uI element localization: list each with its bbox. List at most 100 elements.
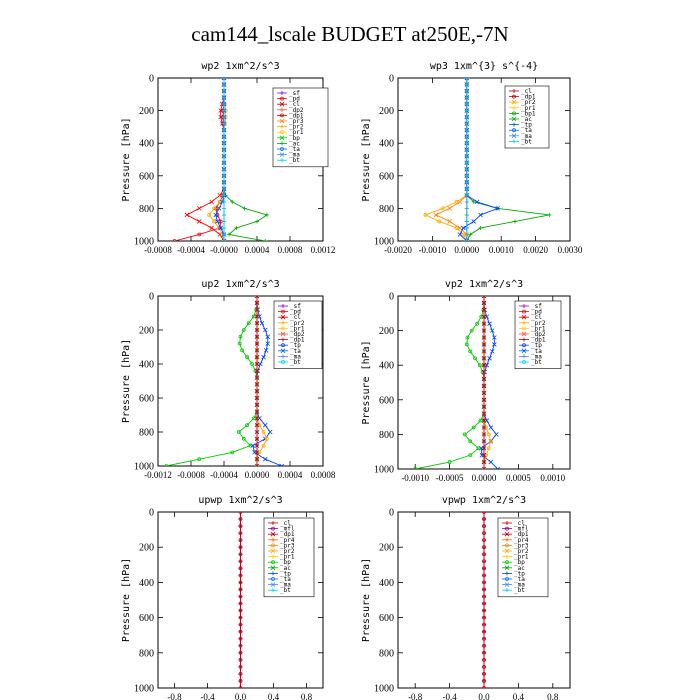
x-tick-label: -0.0008 bbox=[144, 245, 172, 255]
legend-marker bbox=[281, 354, 285, 359]
x-tick-label: 0.0000 bbox=[454, 245, 479, 255]
data-point_dp1 bbox=[464, 342, 469, 347]
legend-entry: _cl bbox=[290, 314, 301, 321]
data-point_bt bbox=[222, 78, 226, 80]
data-point_dp1 bbox=[482, 512, 486, 514]
data-point_dp1 bbox=[164, 464, 169, 466]
legend-entry: _dp1 bbox=[280, 531, 295, 538]
data-point_bt bbox=[464, 82, 469, 87]
data-point_dp1 bbox=[246, 321, 251, 326]
x-tick-label: 0.0010 bbox=[540, 473, 565, 483]
data-point_cl bbox=[481, 342, 487, 347]
data-point_ta bbox=[213, 212, 219, 218]
legend-marker bbox=[522, 360, 526, 364]
data-point_ta bbox=[262, 422, 268, 428]
data-point_bt bbox=[464, 78, 469, 80]
data-point_pr1 bbox=[264, 212, 269, 217]
y-tick-label: 0 bbox=[389, 508, 394, 519]
x-tick-label: -0.0010 bbox=[419, 245, 447, 255]
legend: _sf_pd_cl_pr2_pr1_dp2_dp1_tp_ta_ma_bt bbox=[514, 300, 562, 369]
data-point_cl bbox=[481, 300, 487, 306]
data-point_ta bbox=[262, 456, 268, 462]
data-point_dp1 bbox=[238, 650, 243, 655]
y-tick-label: 600 bbox=[139, 613, 154, 624]
legend-marker bbox=[511, 116, 517, 122]
data-point_dp1 bbox=[240, 348, 245, 353]
y-tick-label: 600 bbox=[139, 171, 154, 182]
legend-entry: _pr2 bbox=[531, 320, 546, 327]
legend-marker bbox=[280, 141, 284, 146]
legend-marker bbox=[270, 582, 276, 587]
chart-panel-3: up2 1xm^2/s^3 Pressure [hPa] 0 200 400 600 800… bbox=[121, 279, 336, 480]
legend-entry: _dp1 bbox=[531, 337, 546, 344]
data-point_dp1 bbox=[475, 321, 480, 326]
data-point_dp1 bbox=[238, 672, 243, 676]
data-point_ta bbox=[215, 219, 220, 224]
data-point_bt bbox=[464, 199, 469, 204]
legend-entry: _bp bbox=[289, 135, 300, 142]
data-point_ta bbox=[221, 238, 227, 241]
y-axis-label: Pressure [hPa] bbox=[361, 340, 372, 424]
legend-marker bbox=[505, 521, 509, 525]
data-point_bt bbox=[464, 134, 469, 139]
legend-entry: _dp1 bbox=[514, 531, 529, 538]
data-point_bt bbox=[222, 160, 226, 165]
data-point_bt bbox=[222, 102, 226, 107]
data-point_cl bbox=[254, 382, 260, 387]
legend-marker bbox=[504, 565, 510, 571]
data-point_pr2 bbox=[486, 446, 491, 451]
y-tick-label: 0 bbox=[149, 508, 154, 519]
data-point_ta bbox=[488, 459, 494, 465]
legend-entry: _dp1 bbox=[289, 112, 304, 119]
panel-title: vp2 1xm^2/s^3 bbox=[445, 279, 523, 290]
series-line_dp1 bbox=[415, 296, 485, 469]
y-tick-label: 800 bbox=[379, 430, 394, 441]
legend-marker bbox=[280, 314, 286, 320]
data-point_dp1 bbox=[482, 538, 486, 543]
y-tick-label: 1000 bbox=[374, 237, 394, 248]
y-tick-label: 400 bbox=[139, 360, 154, 371]
data-point_dp1 bbox=[482, 608, 486, 613]
legend-entry: _cl bbox=[289, 101, 300, 108]
x-tick-label: -0.8 bbox=[408, 692, 423, 700]
data-point_ta bbox=[265, 334, 271, 340]
data-point_bt bbox=[464, 102, 469, 107]
chart-panel-1: wp2 1xm^2/s^3 Pressure [hPa] 0 200 400 600 800… bbox=[121, 61, 335, 255]
data-point_bt bbox=[222, 128, 226, 133]
data-point_cl bbox=[481, 376, 487, 382]
legend-entry: _pr2 bbox=[521, 99, 536, 106]
data-point_dp1 bbox=[238, 580, 243, 585]
data-point_pr2 bbox=[454, 226, 459, 230]
data-point_dp1 bbox=[482, 552, 486, 557]
legend-marker bbox=[280, 331, 286, 337]
data-point_cl bbox=[254, 416, 260, 421]
data-point_ta bbox=[279, 463, 285, 466]
data-point_dp1 bbox=[471, 425, 476, 430]
legend-entry: _pr2 bbox=[289, 124, 304, 131]
data-point_ta bbox=[489, 328, 495, 333]
data-point_dp1 bbox=[482, 531, 486, 536]
data-point_dp1 bbox=[477, 363, 482, 368]
legend-entry: _cl bbox=[521, 88, 532, 95]
legend-entry: _ma bbox=[521, 133, 532, 140]
data-point_ac bbox=[478, 225, 483, 230]
data-point_cl bbox=[254, 327, 260, 333]
plot-frame bbox=[397, 77, 571, 242]
x-tick-label: -0.0020 bbox=[384, 245, 412, 255]
data-point_dp1 bbox=[238, 334, 243, 339]
data-point_dp1 bbox=[238, 587, 243, 592]
data-point_dp1 bbox=[237, 341, 242, 346]
data-point_dp1 bbox=[238, 664, 243, 669]
data-point_cl bbox=[254, 388, 260, 394]
legend-entry: _bt bbox=[290, 359, 301, 366]
data-point_bt bbox=[464, 128, 469, 133]
data-point_cl bbox=[481, 307, 487, 313]
data-point_bt bbox=[222, 232, 226, 237]
x-tick-label: 0.0020 bbox=[523, 245, 548, 255]
series-line_pr1 bbox=[434, 78, 468, 241]
legend-entry: _dp2 bbox=[290, 331, 305, 338]
legend-marker bbox=[280, 158, 284, 163]
data-point_cl bbox=[481, 383, 487, 389]
legend-entry: _sf bbox=[531, 303, 542, 310]
data-point_ta bbox=[495, 466, 501, 469]
